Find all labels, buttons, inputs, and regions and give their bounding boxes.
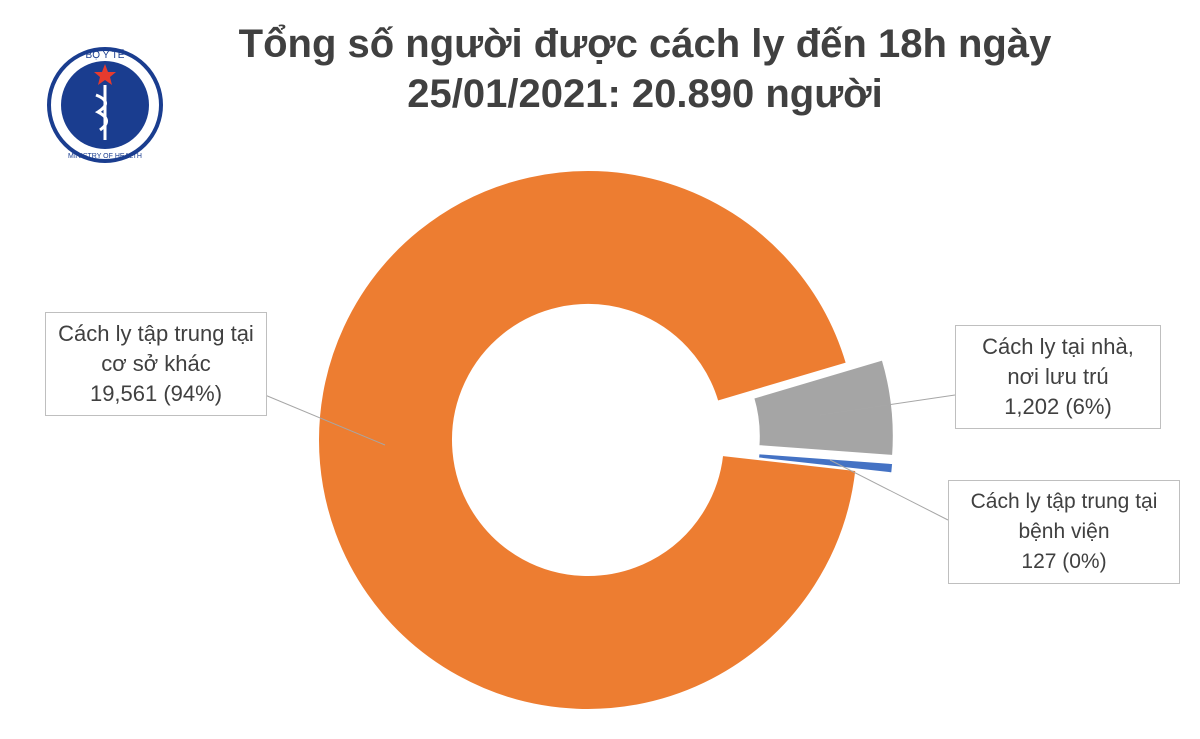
donut [317,169,895,711]
leader-line [264,394,386,446]
category-label: Cách ly tại nhà, nơi lưu trú [982,334,1134,389]
leader-line [819,394,956,416]
value-label: 1,202 (6%) [1004,394,1112,419]
value-label: 127 (0%) [1021,550,1107,573]
leader-line [829,459,949,521]
category-label: Cách ly tập trung tại bệnh viện [970,490,1158,543]
logo: BỘ Y TẾ MINISTRY OF HEALTH [47,47,163,163]
category-label: Cách ly tập trung tại cơ sở khác [58,321,254,376]
slice-label: Cách ly tập trung tại bệnh viện 127 (0%) [948,480,1180,584]
chart-title: Tổng số người được cách ly đến 18h ngày [238,22,1052,66]
slice-label: Cách ly tại nhà, nơi lưu trú 1,202 (6%) [955,325,1161,429]
logo-bottom: MINISTRY OF HEALTH [68,153,142,160]
value-label: 19,561 (94%) [89,381,223,406]
logo-top: BỘ Y TẾ [86,48,125,61]
slice [751,358,895,458]
slice [317,169,858,711]
chart-title: 25/01/2021: 20.890 người [407,72,883,116]
slice-label: Cách ly tập trung tại cơ sở khác 19,561 … [45,312,267,416]
slice [756,452,895,475]
